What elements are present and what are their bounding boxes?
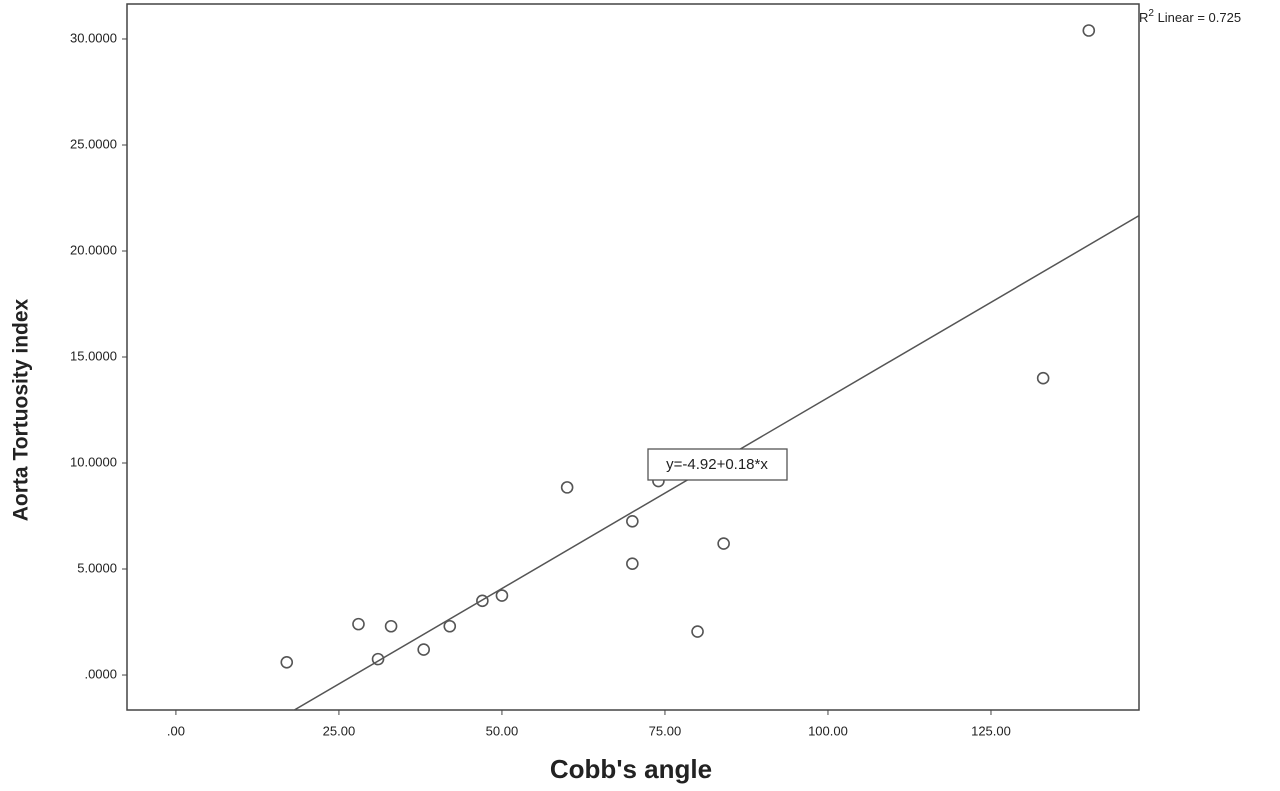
- point: [626, 515, 639, 528]
- point: [495, 589, 509, 602]
- fit-label: y=-4.92+0.18*x: [666, 456, 768, 473]
- point: [691, 625, 704, 638]
- x-tick-label: 25.00: [323, 723, 356, 738]
- y-tick-label: 20.0000: [70, 242, 117, 257]
- y-tick-label: .0000: [84, 666, 117, 681]
- x-tick-label: 125.00: [971, 723, 1011, 738]
- y-tick-label: 5.0000: [77, 560, 117, 575]
- y-tick-label: 10.0000: [70, 454, 117, 469]
- point: [717, 537, 730, 550]
- point: [1082, 24, 1096, 37]
- plot-frame: [126, 3, 1140, 711]
- point: [626, 557, 639, 571]
- y-tick-label: 25.0000: [70, 136, 117, 151]
- plot-area: [280, 24, 1139, 710]
- x-axis-title: Cobb's angle: [550, 754, 712, 784]
- point: [280, 655, 294, 669]
- x-tick-label: .00: [167, 723, 185, 738]
- point: [352, 617, 365, 631]
- x-tick-label: 100.00: [808, 723, 848, 738]
- x-tick-label: 50.00: [486, 723, 519, 738]
- r2-base: R: [1139, 10, 1148, 25]
- point: [384, 619, 398, 633]
- y-tick-label: 30.0000: [70, 30, 117, 45]
- fit-line: [292, 215, 1139, 710]
- y-tick-label: 15.0000: [70, 348, 117, 363]
- y-axis-title: Aorta Tortuosity index: [10, 298, 33, 521]
- r2-text: Linear = 0.725: [1154, 10, 1241, 25]
- point: [1036, 371, 1050, 385]
- x-tick-label: 75.00: [649, 723, 682, 738]
- point: [560, 481, 574, 494]
- point: [417, 643, 430, 656]
- point: [371, 652, 385, 666]
- r2-annotation: R2 Linear = 0.725: [1139, 8, 1241, 26]
- point: [443, 619, 457, 633]
- r2-sup: 2: [1148, 8, 1154, 19]
- fit-label-box: [647, 448, 788, 481]
- point: [476, 594, 489, 608]
